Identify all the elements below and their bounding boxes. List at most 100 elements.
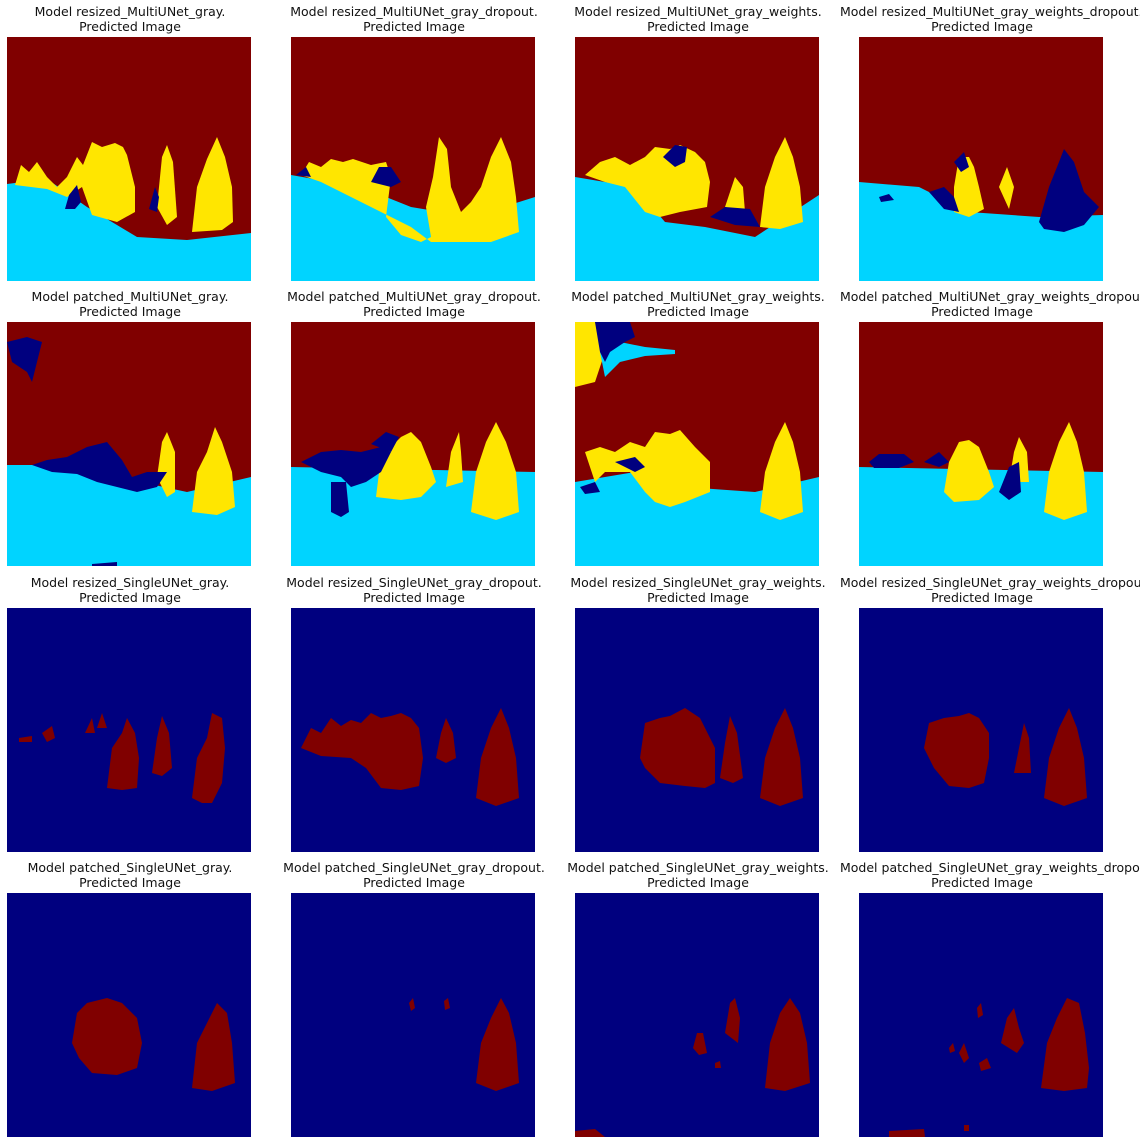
- panel-title-model: Model resized_MultiUNet_gray_weights_dro…: [840, 4, 1140, 19]
- panel-title-model: Model resized_MultiUNet_gray_weights.: [574, 4, 822, 19]
- water-region: [575, 472, 819, 566]
- panel-title: Model patched_MultiUNet_gray_weights_dro…: [840, 289, 1140, 319]
- panel-title-model: Model patched_MultiUNet_gray_weights_dro…: [840, 289, 1140, 304]
- panel-title: Model resized_MultiUNet_gray_weights_dro…: [840, 4, 1140, 34]
- panel-title-subtitle: Predicted Image: [647, 875, 749, 890]
- other-region: [580, 482, 600, 494]
- rock-mask: [977, 1003, 983, 1018]
- panel-title-subtitle: Predicted Image: [79, 875, 181, 890]
- panel-title-model: Model patched_SingleUNet_gray_weights.: [567, 860, 829, 875]
- panel-title: Model patched_MultiUNet_gray. Predicted …: [0, 289, 272, 319]
- panel-14: Model patched_SingleUNet_gray_dropout. P…: [283, 856, 568, 1142]
- panel-4: Model resized_MultiUNet_gray_weights_dro…: [840, 0, 1140, 286]
- rock-mask: [949, 1043, 955, 1053]
- panel-1: Model resized_MultiUNet_gray. Predicted …: [0, 0, 284, 286]
- panel-9: Model resized_SingleUNet_gray. Predicted…: [0, 571, 284, 857]
- segmentation-image: [575, 608, 819, 852]
- panel-13: Model patched_SingleUNet_gray. Predicted…: [0, 856, 284, 1142]
- panel-title: Model patched_SingleUNet_gray_weights. P…: [556, 860, 840, 890]
- panel-2: Model resized_MultiUNet_gray_dropout. Pr…: [284, 0, 568, 286]
- water-region: [291, 175, 535, 281]
- panel-title: Model resized_SingleUNet_gray. Predicted…: [0, 575, 272, 605]
- segmentation-image: [859, 893, 1103, 1137]
- rock-region: [760, 137, 803, 229]
- panel-title-subtitle: Predicted Image: [647, 304, 749, 319]
- panel-title-model: Model resized_SingleUNet_gray.: [30, 575, 230, 590]
- segmentation-image: [291, 608, 535, 852]
- other-region: [924, 452, 949, 467]
- rock-region: [725, 177, 745, 212]
- panel-title-model: Model resized_SingleUNet_gray_weights.: [570, 575, 826, 590]
- rock-mask: [476, 708, 519, 806]
- panel-title-subtitle: Predicted Image: [931, 19, 1033, 34]
- panel-title-subtitle: Predicted Image: [79, 590, 181, 605]
- panel-title-model: Model resized_SingleUNet_gray_weights_dr…: [840, 575, 1140, 590]
- rock-mask: [301, 713, 423, 790]
- other-region: [663, 145, 687, 167]
- panel-title-model: Model resized_MultiUNet_gray_dropout.: [290, 4, 538, 19]
- panel-title-model: Model patched_MultiUNet_gray.: [31, 289, 229, 304]
- rock-region: [585, 430, 710, 507]
- rock-mask: [192, 1003, 235, 1091]
- water-region: [600, 342, 675, 377]
- segmentation-image: [575, 893, 819, 1137]
- rock-region: [157, 145, 177, 225]
- segmentation-image: [575, 37, 819, 281]
- rock-region: [471, 422, 519, 520]
- water-region: [575, 177, 819, 281]
- panel-title-subtitle: Predicted Image: [931, 875, 1033, 890]
- segmentation-image: [7, 893, 251, 1137]
- rock-mask: [765, 998, 810, 1091]
- rock-mask: [1001, 1008, 1024, 1053]
- panel-title-subtitle: Predicted Image: [363, 19, 465, 34]
- segmentation-image: [291, 37, 535, 281]
- other-region: [575, 893, 819, 1137]
- other-region: [371, 167, 401, 187]
- rock-mask: [444, 998, 450, 1010]
- rock-mask: [42, 726, 55, 742]
- other-region: [65, 185, 81, 209]
- rock-mask: [152, 716, 172, 776]
- rock-mask: [85, 718, 95, 733]
- rock-region: [760, 422, 803, 520]
- rock-mask: [436, 718, 456, 763]
- rock-mask: [979, 1058, 991, 1071]
- panel-title: Model resized_MultiUNet_gray_weights. Pr…: [556, 4, 840, 34]
- segmentation-image: [7, 322, 251, 566]
- other-region: [954, 152, 969, 172]
- panel-title: Model patched_MultiUNet_gray_weights. Pr…: [556, 289, 840, 319]
- water-region: [859, 467, 1103, 566]
- panel-title-subtitle: Predicted Image: [79, 304, 181, 319]
- panel-title: Model patched_SingleUNet_gray_weights_dr…: [840, 860, 1140, 890]
- rock-mask: [720, 716, 743, 783]
- panel-10: Model resized_SingleUNet_gray_dropout. P…: [284, 571, 568, 857]
- panel-title-model: Model resized_SingleUNet_gray_dropout.: [286, 575, 542, 590]
- panel-6: Model patched_MultiUNet_gray_dropout. Pr…: [284, 285, 568, 571]
- panel-title-model: Model patched_SingleUNet_gray_dropout.: [283, 860, 545, 875]
- other-region: [32, 442, 167, 492]
- other-region: [929, 187, 959, 212]
- segmentation-image: [859, 322, 1103, 566]
- panel-title: Model patched_MultiUNet_gray_dropout. Pr…: [272, 289, 556, 319]
- rock-mask: [640, 708, 715, 788]
- rock-region: [575, 322, 605, 387]
- rock-mask: [1041, 998, 1089, 1091]
- panel-title-subtitle: Predicted Image: [363, 590, 465, 605]
- rock-region: [15, 142, 135, 222]
- panel-11: Model resized_SingleUNet_gray_weights. P…: [568, 571, 852, 857]
- segmentation-image: [291, 893, 535, 1137]
- rock-region: [999, 167, 1014, 209]
- segmentation-image: [7, 37, 251, 281]
- rock-region: [157, 432, 175, 497]
- panel-12: Model resized_SingleUNet_gray_weights_dr…: [840, 571, 1140, 857]
- panel-title-subtitle: Predicted Image: [647, 19, 749, 34]
- other-region: [92, 562, 117, 566]
- other-region: [595, 322, 635, 362]
- other-region: [296, 167, 311, 177]
- panel-title-subtitle: Predicted Image: [931, 590, 1033, 605]
- panel-title-subtitle: Predicted Image: [79, 19, 181, 34]
- rock-mask: [1014, 723, 1031, 773]
- other-region: [879, 194, 894, 202]
- panel-title-model: Model resized_MultiUNet_gray.: [34, 4, 226, 19]
- panel-title: Model patched_SingleUNet_gray. Predicted…: [0, 860, 272, 890]
